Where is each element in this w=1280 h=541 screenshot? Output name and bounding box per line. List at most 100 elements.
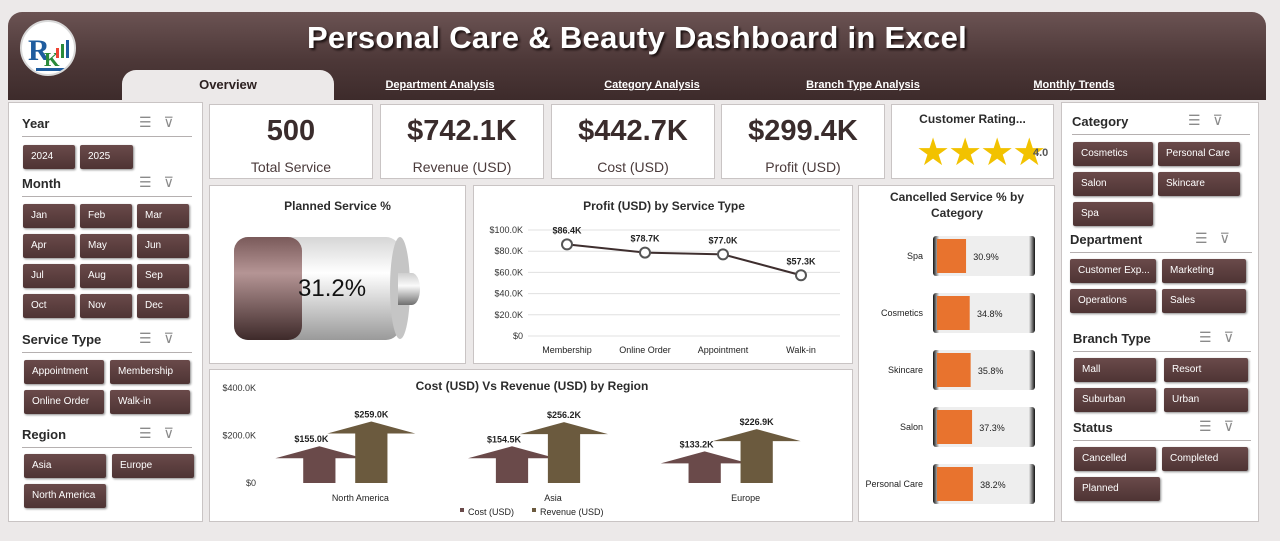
slicer-category-cosmetics[interactable]: Cosmetics (1073, 142, 1153, 166)
x-tick-label: North America (332, 493, 389, 503)
cost-bar[interactable] (660, 451, 749, 483)
profit-point[interactable] (717, 248, 729, 261)
slicer-category-personal-care[interactable]: Personal Care (1158, 142, 1240, 166)
slicer-category-skincare[interactable]: Skincare (1158, 172, 1240, 196)
category-label: Skincare (888, 365, 923, 375)
data-label: $86.4K (552, 225, 582, 235)
slicer-service-online-order[interactable]: Online Order (24, 390, 104, 414)
slicer-icons-department: ☰⊽ (1195, 230, 1242, 247)
clear-filter-icon[interactable]: ⊽ (1212, 112, 1235, 128)
kpi-label: Cost (USD) (597, 159, 669, 175)
kpi-label: Total Service (250, 159, 332, 175)
slicer-month-aug[interactable]: Aug (80, 264, 132, 288)
slicer-year-2025[interactable]: 2025 (80, 145, 133, 169)
slicer-region-north-america[interactable]: North America (24, 484, 106, 508)
slicer-month-nov[interactable]: Nov (80, 294, 132, 318)
slicer-icons-month: ☰⊽ (139, 174, 186, 191)
multi-select-icon[interactable]: ☰ (1195, 230, 1220, 246)
slicer-department-customer-exp[interactable]: Customer Exp... (1070, 259, 1156, 283)
x-tick-label: Appointment (698, 345, 749, 355)
slicer-branch-suburban[interactable]: Suburban (1074, 388, 1156, 412)
tab-department-analysis[interactable]: Department Analysis (385, 79, 495, 91)
clear-filter-icon[interactable]: ⊽ (163, 425, 186, 441)
slicer-month-oct[interactable]: Oct (23, 294, 75, 318)
cancelled-bar[interactable] (937, 239, 967, 273)
slicer-department-operations[interactable]: Operations (1070, 289, 1156, 313)
divider (22, 196, 192, 197)
slicer-department-marketing[interactable]: Marketing (1162, 259, 1246, 283)
multi-select-icon[interactable]: ☰ (1188, 112, 1213, 128)
slicer-region-asia[interactable]: Asia (24, 454, 106, 478)
clear-filter-icon[interactable]: ⊽ (1223, 329, 1246, 345)
header-banner: R K Personal Care & Beauty Dashboard in … (8, 12, 1266, 100)
clear-filter-icon[interactable]: ⊽ (163, 330, 186, 346)
slicer-branch-resort[interactable]: Resort (1164, 358, 1248, 382)
data-label: $78.7K (630, 234, 660, 244)
slicer-service-appointment[interactable]: Appointment (24, 360, 104, 384)
tab-overview[interactable]: Overview (122, 70, 334, 100)
legend-swatch (460, 508, 464, 512)
revenue-bar[interactable] (712, 429, 801, 483)
slicer-month-mar[interactable]: Mar (137, 204, 189, 228)
divider (22, 447, 192, 448)
clear-filter-icon[interactable]: ⊽ (163, 174, 186, 190)
chart-title: Cancelled Service % by (890, 190, 1024, 204)
slicer-status-planned[interactable]: Planned (1074, 477, 1160, 501)
slicer-month-jul[interactable]: Jul (23, 264, 75, 288)
tab-branch-type-analysis[interactable]: Branch Type Analysis (806, 79, 920, 91)
revenue-bar[interactable] (520, 422, 608, 483)
slicer-service-membership[interactable]: Membership (110, 360, 190, 384)
multi-select-icon[interactable]: ☰ (139, 174, 164, 190)
y-tick-label: $80.0K (494, 246, 523, 256)
tab-monthly-trends[interactable]: Monthly Trends (1033, 79, 1115, 91)
data-label: 30.9% (973, 252, 999, 262)
multi-select-icon[interactable]: ☰ (1199, 418, 1224, 434)
cost-bar[interactable] (275, 446, 364, 483)
tab-category-analysis[interactable]: Category Analysis (604, 79, 700, 91)
profit-point[interactable] (561, 238, 573, 251)
y-tick-label: $0 (246, 478, 256, 488)
revenue-bar[interactable] (327, 421, 416, 483)
cancelled-bar[interactable] (937, 353, 971, 387)
data-label: $226.9K (740, 417, 775, 427)
multi-select-icon[interactable]: ☰ (139, 425, 164, 441)
slicer-year-2024[interactable]: 2024 (23, 145, 75, 169)
slicer-month-sep[interactable]: Sep (137, 264, 189, 288)
kpi-label: Profit (USD) (765, 159, 841, 175)
slicer-category-salon[interactable]: Salon (1073, 172, 1153, 196)
clear-filter-icon[interactable]: ⊽ (163, 114, 186, 130)
slicer-month-jan[interactable]: Jan (23, 204, 75, 228)
cancelled-bar[interactable] (937, 296, 970, 330)
multi-select-icon[interactable]: ☰ (139, 330, 164, 346)
slicer-region-europe[interactable]: Europe (112, 454, 194, 478)
slicer-category-spa[interactable]: Spa (1073, 202, 1153, 226)
clear-filter-icon[interactable]: ⊽ (1219, 230, 1242, 246)
kpi-value: 500 (266, 115, 316, 147)
slicer-service-walk-in[interactable]: Walk-in (110, 390, 190, 414)
multi-select-icon[interactable]: ☰ (1199, 329, 1224, 345)
cancelled-bar[interactable] (937, 467, 973, 501)
slicer-month-dec[interactable]: Dec (137, 294, 189, 318)
slicer-icons-service-type: ☰⊽ (139, 330, 186, 347)
slicer-department-sales[interactable]: Sales (1162, 289, 1246, 313)
data-label: $133.2K (680, 439, 715, 449)
slicer-status-completed[interactable]: Completed (1162, 447, 1248, 471)
legend-label: Cost (USD) (468, 507, 514, 517)
slicer-month-apr[interactable]: Apr (23, 234, 75, 258)
slicer-branch-urban[interactable]: Urban (1164, 388, 1248, 412)
cost-bar[interactable] (468, 446, 556, 483)
slicer-month-may[interactable]: May (80, 234, 132, 258)
multi-select-icon[interactable]: ☰ (139, 114, 164, 130)
slicer-month-feb[interactable]: Feb (80, 204, 132, 228)
star-icon: ★ (1012, 132, 1046, 174)
cancelled-bar[interactable] (937, 410, 973, 444)
y-tick-label: $100.0K (489, 225, 523, 235)
profit-point[interactable] (795, 269, 807, 282)
slicer-branch-mall[interactable]: Mall (1074, 358, 1156, 382)
profit-point[interactable] (639, 246, 651, 259)
slicer-month-jun[interactable]: Jun (137, 234, 189, 258)
slicer-status-cancelled[interactable]: Cancelled (1074, 447, 1156, 471)
data-label: $259.0K (354, 409, 389, 419)
clear-filter-icon[interactable]: ⊽ (1223, 418, 1246, 434)
